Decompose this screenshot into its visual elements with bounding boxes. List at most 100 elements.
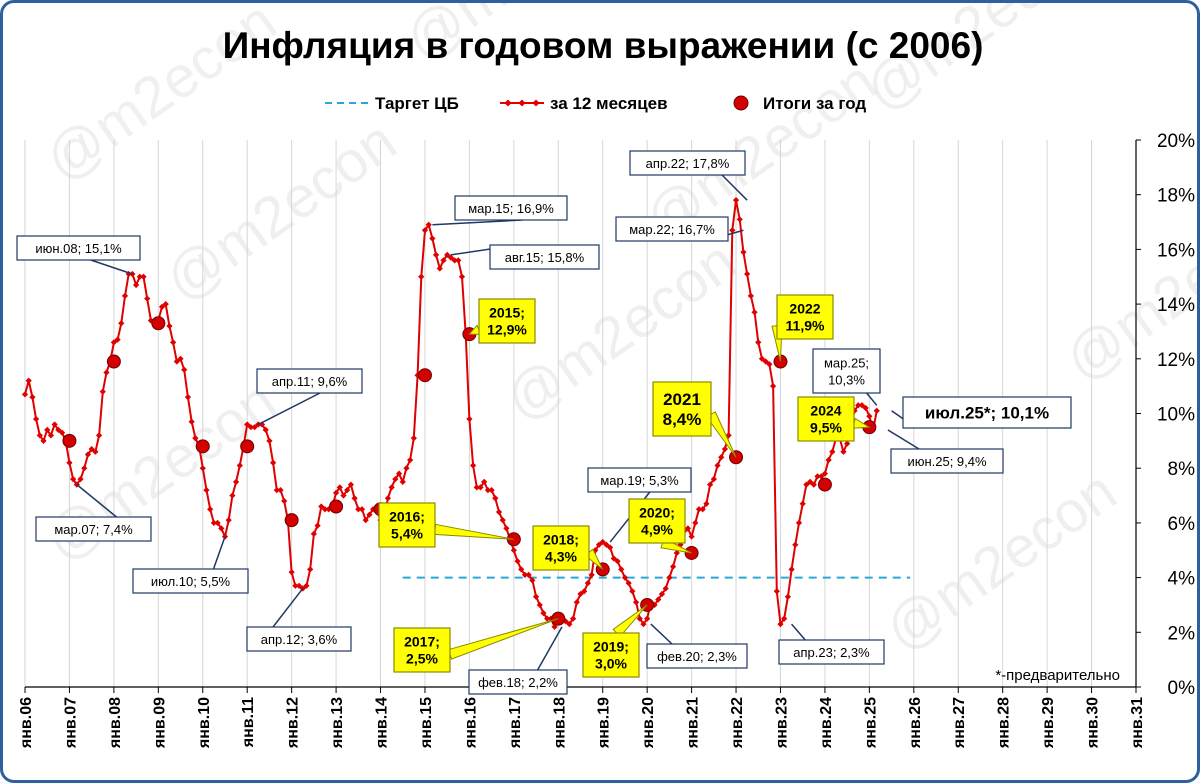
watermark: @m2econ: [873, 458, 1128, 663]
annotation-label: мар.07; 7,4%: [54, 522, 133, 537]
series-12m-point: [281, 497, 288, 505]
annotation-label: 2,5%: [406, 651, 438, 667]
legend-12m-marker: [518, 99, 526, 107]
series-12m-point: [525, 571, 532, 578]
x-tick-label: янв.17: [507, 697, 524, 749]
x-tick-label: янв.22: [729, 697, 746, 749]
x-tick-label: янв.10: [196, 697, 213, 749]
series-12m-point: [388, 484, 395, 491]
series-12m-point: [225, 517, 232, 524]
series-12m-point: [625, 579, 632, 587]
annotation-callout: июл.10; 5,5%: [132, 536, 249, 594]
x-tick-label: янв.18: [551, 697, 568, 749]
series-12m-point: [544, 615, 551, 622]
annotation-label: апр.22; 17,8%: [646, 156, 730, 171]
annotation-label: апр.11; 9,6%: [272, 374, 348, 389]
series-12m-point: [466, 415, 473, 423]
annotation-pointer: [432, 219, 523, 226]
annual-point: [195, 439, 210, 454]
series-12m-point: [477, 484, 484, 491]
annotation-pointer: [536, 626, 563, 671]
x-tick-label: янв.07: [62, 697, 79, 749]
series-12m-point: [481, 478, 488, 485]
series-12m-point: [873, 407, 880, 414]
series-12m-point: [355, 506, 362, 513]
annotation-label: 2024: [810, 403, 841, 419]
annotation-label: 8,4%: [663, 410, 702, 429]
annotation-box: [902, 396, 1072, 429]
annotation-box: [776, 294, 834, 340]
series-12m-point: [421, 227, 429, 234]
x-tick-label: янв.24: [818, 697, 835, 749]
annotation-box: [890, 448, 1004, 474]
x-tick-label: янв.30: [1085, 697, 1102, 749]
annotation-pointer: [447, 618, 559, 660]
series-12m-point: [358, 506, 366, 513]
annual-point: [817, 477, 832, 492]
annotation-box: [478, 298, 536, 344]
annotation-callout: июл.25*; 10,1%: [891, 396, 1072, 429]
y-tick-label: 12%: [1157, 350, 1195, 371]
annotation-label: апр.23; 2,3%: [793, 645, 870, 660]
annotation-box: [393, 627, 451, 673]
annotation-label: фев.18; 2,2%: [478, 675, 558, 690]
annotation-label: 5,4%: [391, 526, 423, 542]
x-tick-label: янв.25: [862, 697, 879, 749]
series-12m-point: [103, 369, 110, 376]
legend: Таргет ЦБ за 12 месяцев Итоги за год: [325, 94, 866, 113]
annotation-box: [489, 244, 600, 270]
y-axis: 0% 2% 4% 6% 8% 10% 12% 14% 16% 18% 20%: [1136, 131, 1195, 699]
series-12m-point: [469, 462, 477, 469]
x-tick-label: янв.08: [107, 697, 124, 749]
series-12m-point: [29, 393, 36, 401]
y-tick-label: 18%: [1157, 186, 1195, 207]
series-12m-point: [21, 391, 29, 398]
series-12m-point: [714, 462, 721, 469]
series-12m-point: [288, 569, 295, 576]
series-12m-point: [747, 292, 754, 300]
annual-point: [151, 316, 166, 331]
annotation-label: 3,0%: [595, 656, 627, 672]
series-12m-point: [403, 465, 410, 472]
series-12m-point: [392, 476, 399, 483]
series-12m-point: [644, 615, 651, 622]
series-12m-point: [569, 615, 577, 622]
annotation-callout: мар.15; 16,9%: [432, 195, 568, 226]
series-12m-point: [499, 517, 506, 524]
annotation-callout: 2019;3,0%: [582, 604, 648, 678]
annual-point: [62, 433, 77, 448]
series-12m-point: [366, 511, 373, 518]
series-12m-point: [273, 486, 280, 494]
series-12m-point: [529, 577, 536, 584]
series-12m-point: [270, 459, 277, 466]
x-tick-label: янв.06: [18, 697, 35, 749]
legend-annual-label: Итоги за год: [763, 94, 866, 113]
annotation-label: 4,3%: [545, 549, 577, 565]
series-12m-point: [207, 506, 214, 513]
annotation-label: 10,3%: [828, 373, 865, 388]
series-12m-point: [310, 530, 317, 537]
series-12m-point: [344, 486, 351, 494]
x-axis: янв.06 янв.07 янв.08 янв.09 янв.10 янв.11 янв.…: [18, 687, 1146, 749]
series-12m-point: [840, 448, 847, 455]
x-tick-label: янв.09: [151, 697, 168, 749]
series-12m-point: [595, 541, 603, 548]
series-12m-point: [232, 478, 240, 485]
annotation-pointer: [257, 392, 321, 426]
series-12m-point: [607, 544, 614, 551]
y-tick-label: 16%: [1157, 240, 1195, 261]
series-12m-point: [455, 257, 462, 264]
series-12m-point: [784, 593, 791, 600]
annotation-callout: 2016;5,4%: [378, 502, 514, 548]
series-12m-point: [618, 566, 625, 573]
series-12m-point: [584, 579, 592, 587]
annotation-label: 2019;: [593, 639, 629, 655]
series-12m-point: [792, 541, 799, 548]
series-12m-point: [629, 588, 636, 595]
x-tick-label: янв.14: [374, 697, 391, 749]
series-12m-point: [99, 388, 106, 395]
series-12m-point: [121, 292, 129, 300]
annotation-callout: 2015;12,9%: [468, 298, 536, 344]
series-12m-point: [336, 484, 343, 491]
